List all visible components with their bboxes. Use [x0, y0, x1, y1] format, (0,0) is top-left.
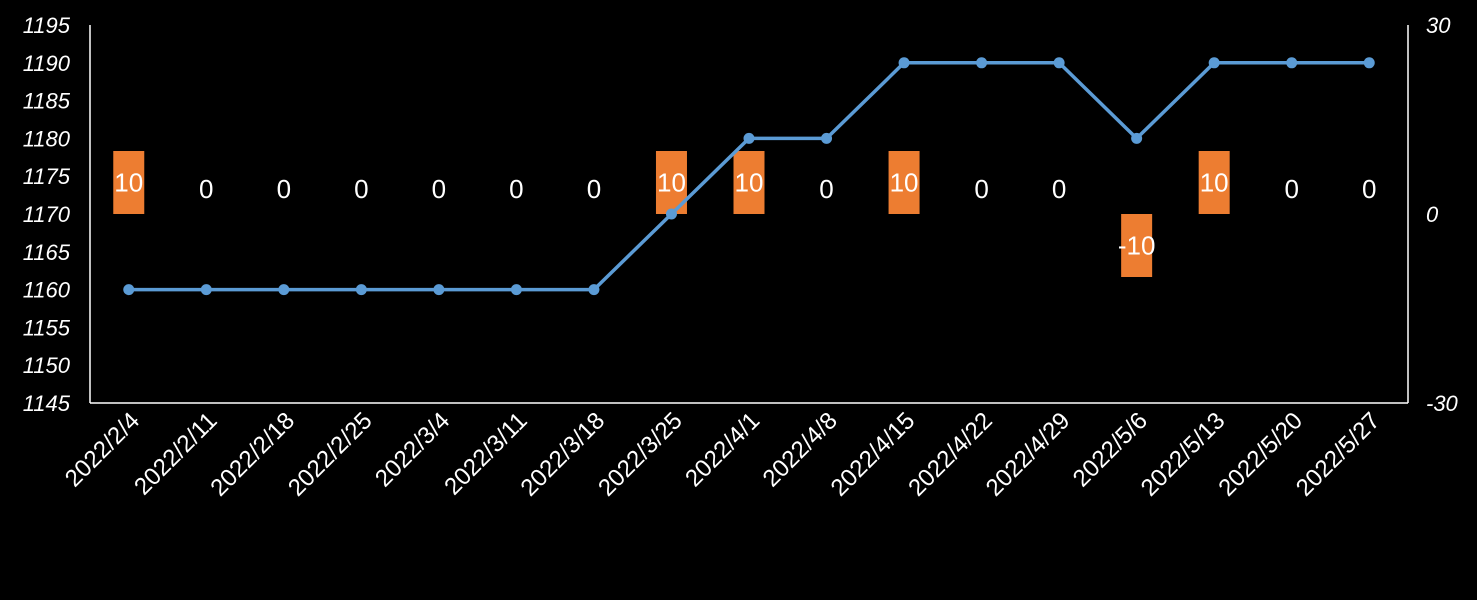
x-tick-label: 2022/5/13: [1136, 407, 1231, 502]
y-left-tick-label: 1160: [23, 278, 71, 303]
bar-data-label: 10: [657, 168, 686, 198]
y-right-tick-label: 30: [1426, 13, 1451, 38]
line-point: [1053, 57, 1065, 69]
bar: [733, 151, 765, 214]
line-point: [1208, 57, 1220, 69]
y-left-tick-label: 1195: [23, 13, 71, 38]
bar: [113, 151, 145, 214]
x-tick-label: 2022/4/1: [680, 407, 765, 492]
bar-data-label: 0: [354, 174, 368, 204]
line-point: [1131, 132, 1143, 144]
bar-data-label: 0: [974, 174, 988, 204]
bar-data-label: 10: [1200, 168, 1229, 198]
x-tick-label: 2022/2/18: [205, 407, 300, 502]
line-point: [665, 208, 677, 220]
y-left-tick-label: 1150: [23, 353, 71, 378]
bar-data-label: 0: [819, 174, 833, 204]
line-point: [1363, 57, 1375, 69]
bar-data-label: 0: [1284, 174, 1298, 204]
x-tick-label: 2022/3/18: [516, 407, 611, 502]
x-tick-label: 2022/3/25: [593, 407, 688, 502]
line-point: [123, 284, 135, 296]
line-point: [821, 132, 833, 144]
bar-data-label: 0: [277, 174, 291, 204]
line-point: [278, 284, 290, 296]
line-point: [588, 284, 600, 296]
bar-data-label: 10: [890, 168, 919, 198]
x-tick-label: 2022/5/20: [1213, 407, 1308, 502]
bar-data-label: 0: [1052, 174, 1066, 204]
x-tick-label: 2022/4/15: [826, 407, 921, 502]
bar-data-label: 0: [509, 174, 523, 204]
bar: [888, 151, 920, 214]
y-left-tick-label: 1175: [23, 164, 71, 189]
y-left-tick-label: 1185: [23, 89, 71, 114]
bar: [1121, 214, 1153, 277]
bar-data-label: -10: [1118, 231, 1156, 261]
x-tick-label: 2022/5/27: [1291, 407, 1386, 502]
line-point: [200, 284, 212, 296]
y-left-tick-label: 1180: [23, 126, 71, 151]
bar-data-label: 0: [432, 174, 446, 204]
y-left-tick-label: 1145: [23, 391, 71, 416]
line-point: [433, 284, 445, 296]
y-left-tick-label: 1190: [23, 51, 71, 76]
bar-data-label: 0: [1362, 174, 1376, 204]
line-point: [355, 284, 367, 296]
bar: [1198, 151, 1230, 214]
x-tick-label: 2022/4/22: [903, 407, 998, 502]
line-point: [976, 57, 988, 69]
line-point: [510, 284, 522, 296]
y-left-tick-label: 1170: [23, 202, 71, 227]
y-right-tick-label: -30: [1426, 391, 1459, 416]
x-tick-label: 2022/2/25: [283, 407, 378, 502]
line-point: [1286, 57, 1298, 69]
y-left-tick-label: 1165: [23, 240, 71, 265]
bar-data-label: 10: [735, 168, 764, 198]
bar-data-label: 0: [587, 174, 601, 204]
x-tick-label: 2022/4/29: [981, 407, 1076, 502]
bar-data-label: 10: [114, 168, 143, 198]
line-point: [743, 132, 755, 144]
y-left-tick-label: 1155: [23, 315, 71, 340]
line-point: [898, 57, 910, 69]
bar-data-label: 0: [199, 174, 213, 204]
y-right-tick-label: 0: [1426, 202, 1439, 227]
